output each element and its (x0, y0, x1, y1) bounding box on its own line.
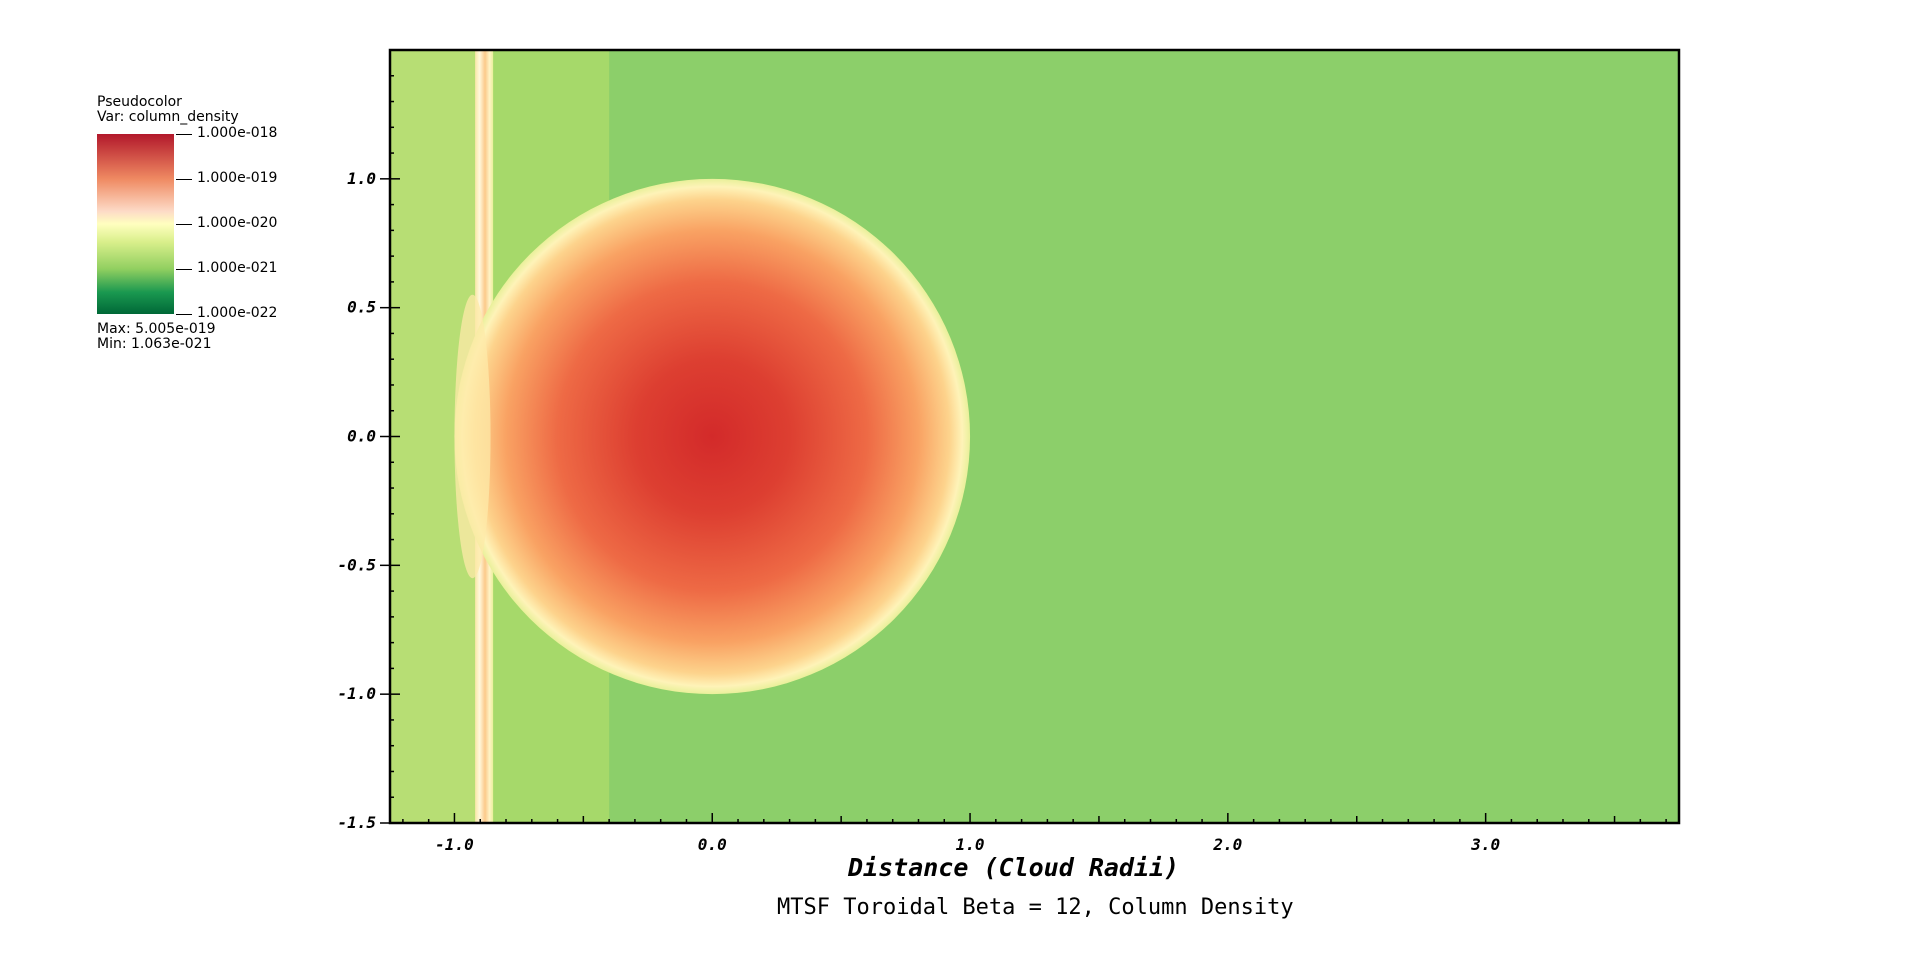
legend-tick-mark (176, 134, 192, 135)
legend-tick-mark (176, 314, 192, 315)
y-tick-label: 1.0 (347, 169, 376, 188)
y-tick-label: -0.5 (337, 555, 376, 574)
legend-max: Max: 5.005e-019 (97, 321, 216, 337)
y-tick-label: 0.5 (347, 298, 376, 317)
x-tick-label: 0.0 (698, 835, 727, 854)
legend-tick-label: 1.000e-020 (197, 215, 278, 231)
legend-variable: Var: column_density (97, 109, 239, 125)
legend-tick-label: 1.000e-022 (197, 305, 278, 321)
legend-plot-type: Pseudocolor (97, 94, 182, 110)
y-tick-label: -1.0 (337, 684, 376, 703)
y-tick-label: -1.5 (337, 813, 376, 832)
legend-colorbar (97, 134, 174, 314)
heatmap-field (390, 50, 1679, 823)
cloud-region (454, 178, 971, 695)
cloud-bulge (454, 294, 491, 579)
legend-min: Min: 1.063e-021 (97, 336, 212, 352)
axes: -1.0 0.0 1.0 2.0 3.0 1.0 0.5 0.0 -0.5 -1.0 -1.5 (337, 48, 1681, 854)
legend-tick-mark (176, 179, 192, 180)
legend-tick-label: 1.000e-019 (197, 170, 278, 186)
x-tick-label: 3.0 (1470, 835, 1500, 854)
x-axis-label: Distance (Cloud Radii) (848, 853, 1180, 882)
legend-tick-label: 1.000e-021 (197, 260, 278, 276)
x-tick-label: 1.0 (956, 835, 985, 854)
chart-title: MTSF Toroidal Beta = 12, Column Density (777, 895, 1294, 920)
y-tick-label: 0.0 (347, 427, 376, 446)
legend-tick-label: 1.000e-018 (197, 125, 278, 141)
x-tick-label: 2.0 (1212, 835, 1242, 854)
legend-tick-mark (176, 224, 192, 225)
legend-tick-mark (176, 269, 192, 270)
x-tick-label: -1.0 (435, 835, 474, 854)
